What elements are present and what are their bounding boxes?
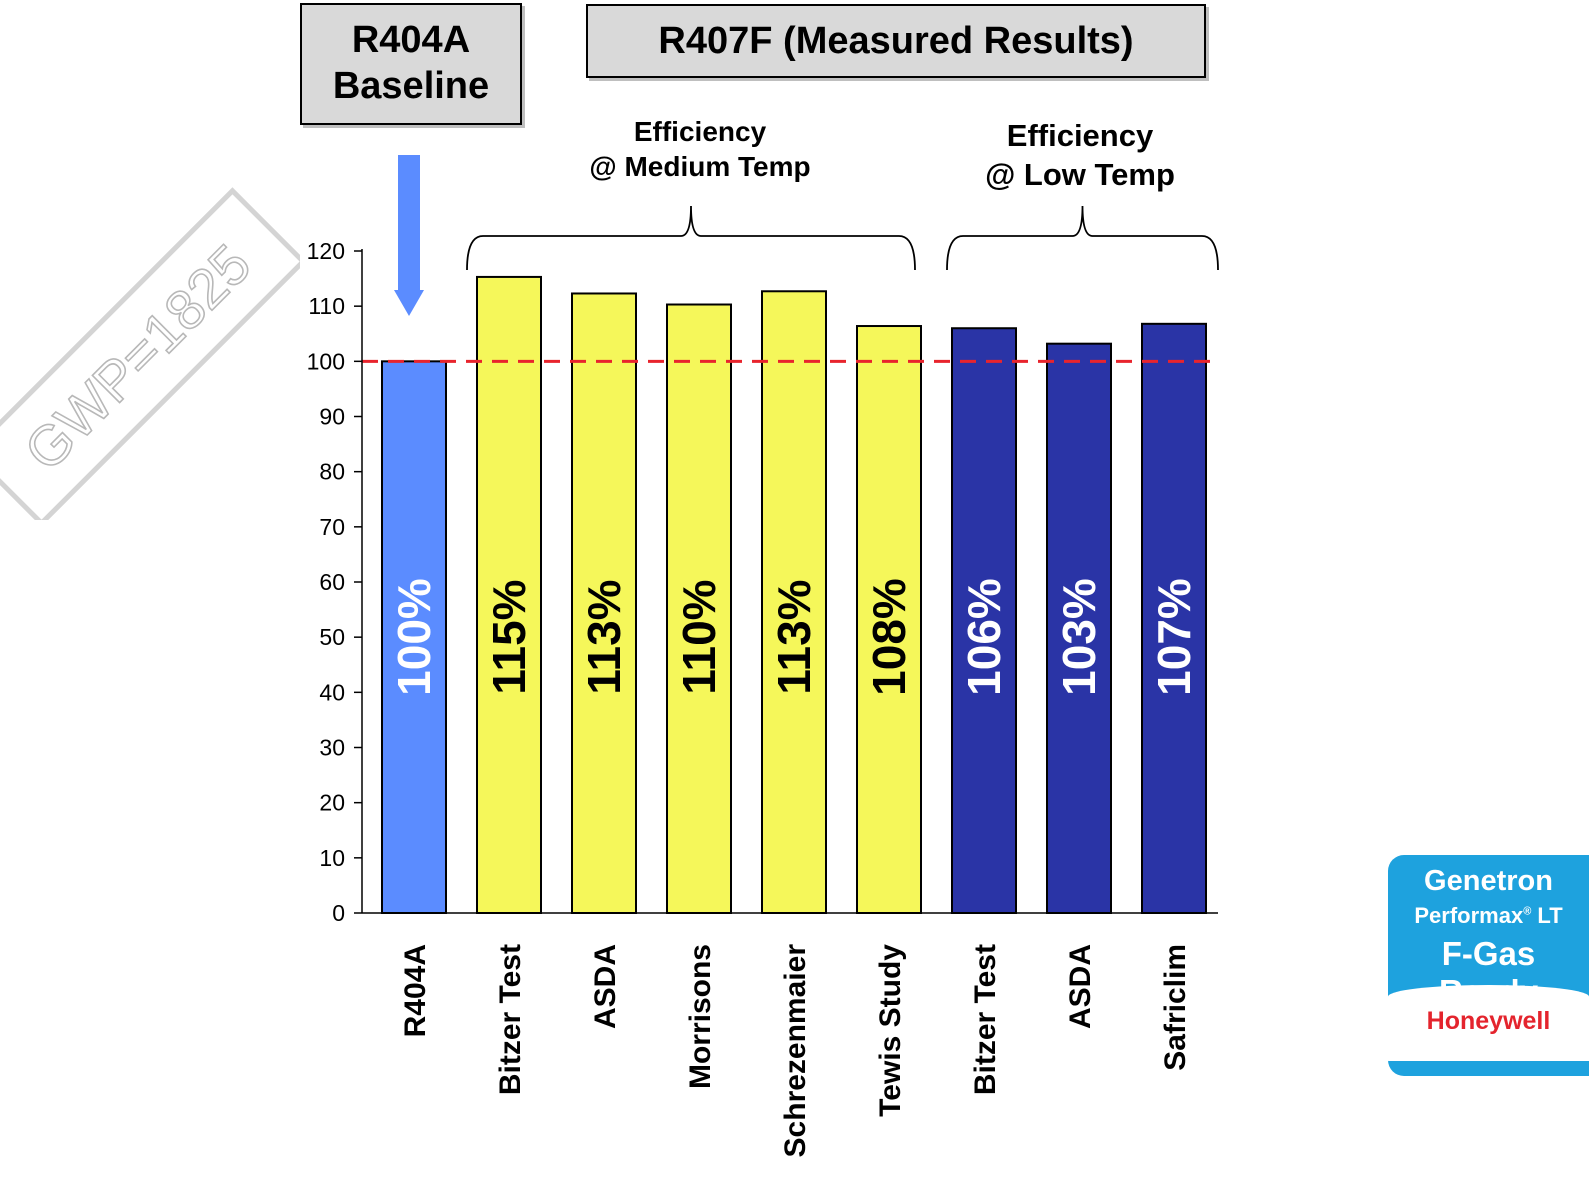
bar-6 (856, 325, 922, 914)
baseline-arrow-head (394, 290, 424, 316)
bar-data-label: 100% (388, 578, 440, 696)
y-tick-label: 120 (307, 238, 345, 264)
x-category-label: ASDA (1064, 944, 1097, 1029)
bar-5 (761, 290, 827, 914)
x-category-label: ASDA (589, 944, 622, 1029)
logo-white-band (1388, 985, 1589, 1061)
y-tick-label: 20 (319, 790, 345, 816)
bar-3 (571, 292, 637, 914)
y-tick-label: 110 (308, 293, 345, 319)
x-category-label: Schrezenmaier (779, 944, 812, 1158)
y-tick-label: 70 (319, 514, 345, 540)
bar-7 (951, 327, 1017, 914)
genetron-performax-logo: Genetron Performax® LT F-Gas Ready Honey… (1388, 855, 1589, 1076)
bar-2 (476, 275, 542, 914)
y-tick-label: 100 (307, 348, 345, 374)
bar-4 (666, 303, 732, 914)
y-tick-label: 60 (319, 569, 345, 595)
logo-registered-mark: ® (1523, 905, 1532, 918)
y-tick-label: 0 (332, 900, 345, 926)
baseline-arrow-shaft (398, 155, 420, 290)
bar-data-label: 108% (863, 578, 915, 696)
medium-temp-label-line2: @ Medium Temp (589, 151, 811, 182)
bar-data-label: 113% (578, 579, 630, 694)
medium-temp-brace (466, 205, 916, 271)
low-temp-group-label: Efficiency @ Low Temp (950, 116, 1210, 194)
baseline-header: R404A Baseline (300, 3, 522, 125)
x-category-label: Tewis Study (874, 944, 907, 1117)
bar-9 (1141, 322, 1207, 914)
bar-data-label: 103% (1053, 578, 1105, 696)
gwp-watermark: GWP=1825 (0, 187, 300, 520)
medium-temp-group-label: Efficiency @ Medium Temp (560, 114, 840, 184)
baseline-header-line2: Baseline (332, 65, 490, 107)
y-tick-label: 30 (319, 735, 345, 761)
logo-line2-suffix: LT (1531, 903, 1563, 928)
honeywell-brand: Honeywell (1426, 1007, 1551, 1035)
medium-temp-label-line1: Efficiency (633, 116, 767, 147)
y-tick-label: 80 (319, 459, 345, 485)
x-category-label: Safriclim (1159, 944, 1192, 1071)
x-category-label: R404A (399, 944, 432, 1037)
y-tick-label: 10 (319, 845, 345, 871)
y-tick-label: 90 (319, 404, 345, 430)
bar-8 (1046, 342, 1112, 914)
y-tick-label: 50 (319, 624, 345, 650)
logo-line2-text: Performax (1414, 903, 1524, 928)
bar-data-label: 115% (483, 579, 535, 694)
bar-data-label: 106% (958, 578, 1010, 696)
low-temp-label-line2: @ Low Temp (985, 157, 1175, 192)
x-category-label: Bitzer Test (494, 944, 527, 1095)
x-category-label: Bitzer Test (969, 944, 1002, 1095)
baseline-header-line1: R404A (351, 19, 471, 61)
y-tick-label: 40 (319, 679, 345, 705)
low-temp-label-line1: Efficiency (1006, 118, 1154, 153)
bar-data-label: 107% (1148, 578, 1200, 696)
logo-line1: Genetron (1424, 865, 1553, 897)
low-temp-brace (946, 205, 1219, 271)
logo-line2: Performax® LT (1388, 903, 1589, 929)
measured-results-header: R407F (Measured Results) (586, 4, 1206, 78)
bar-data-label: 110% (673, 579, 725, 694)
x-category-label: Morrisons (684, 944, 717, 1089)
bar-data-label: 113% (768, 579, 820, 694)
